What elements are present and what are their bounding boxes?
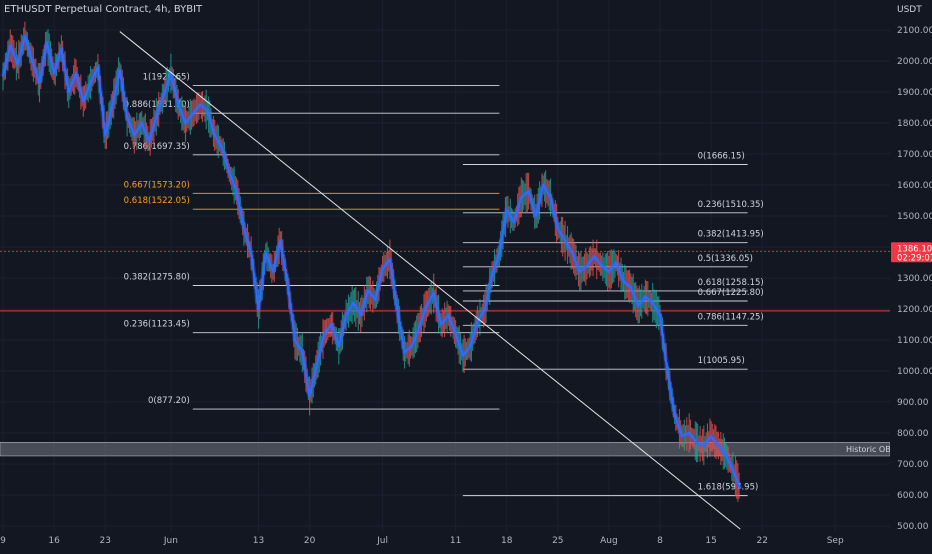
y-tick-label: 1100.00 [897, 336, 932, 346]
current-price-value: 1386.10 [897, 244, 932, 254]
fib1-level-label: 0.667(1573.20) [124, 180, 190, 190]
x-axis-background [0, 532, 932, 550]
fib-retracement-2: 0(1666.15) 0.236(1510.35) 0.382(1413.95) 0.… [462, 151, 764, 497]
currency-label: USDT [897, 5, 922, 15]
x-tick-label: 23 [99, 536, 110, 546]
x-tick-label: Jun [163, 536, 178, 546]
fib2-level-label: 0(1666.15) [698, 151, 745, 161]
historic-ob-label: Historic OB [846, 445, 891, 454]
y-tick-label: 1500.00 [897, 212, 932, 222]
x-tick-label: 13 [253, 536, 264, 546]
current-price-tag-box [891, 242, 932, 263]
fib2-level-label: 0.236(1510.35) [698, 200, 764, 210]
price-line [2, 35, 742, 490]
y-axis-background [890, 0, 932, 550]
y-tick-label: 1900.00 [897, 88, 932, 98]
trendline [119, 31, 741, 530]
fib2-level-label: 0.5(1336.05) [698, 254, 753, 264]
fib2-level-label: 0.667(1225.80) [698, 288, 764, 298]
fib1-level-label: 0.236(1123.45) [124, 320, 190, 330]
y-tick-label: 900.00 [897, 398, 929, 408]
x-axis: 9 16 23 Jun 13 20 Jul 11 18 25 Aug 8 15 22 Sep [0, 532, 932, 550]
downtrend-line [119, 31, 741, 530]
x-tick-label: 25 [552, 536, 563, 546]
historic-ob-zone: Historic OB [0, 441, 891, 457]
y-tick-label: 1200.00 [897, 305, 932, 315]
y-tick-label: 2000.00 [897, 57, 932, 67]
price-line-glow [0, 33, 743, 490]
price-series [0, 21, 743, 502]
x-tick-label: 9 [0, 536, 6, 546]
x-tick-label: Jul [376, 536, 388, 546]
y-tick-label: 700.00 [897, 460, 929, 470]
x-tick-label: 18 [501, 536, 513, 546]
fib1-level-label: 0(877.20) [148, 396, 190, 406]
y-tick-label: 800.00 [897, 429, 929, 439]
x-tick-label: 16 [48, 536, 60, 546]
fib2-level-label: 1.618(597.95) [698, 483, 759, 493]
fib1-level-label: 0.382(1275.80) [124, 273, 190, 283]
y-tick-label: 2100.00 [897, 26, 932, 36]
fib2-level-label: 0.618(1258.15) [698, 278, 764, 288]
y-tick-label: 600.00 [897, 491, 929, 501]
x-tick-label: 11 [450, 536, 461, 546]
grid [0, 0, 890, 532]
y-tick-label: 1000.00 [897, 367, 932, 377]
y-tick-label: 1600.00 [897, 181, 932, 191]
y-tick-label: 1800.00 [897, 119, 932, 129]
y-tick-label: 1300.00 [897, 274, 932, 284]
chart-title: ETHUSDT Perpetual Contract, 4h, BYBIT [4, 4, 203, 15]
fib2-level-label: 1(1005.95) [698, 356, 745, 366]
x-tick-label: 15 [705, 536, 716, 546]
x-tick-label: Aug [600, 536, 618, 546]
x-tick-label: 20 [304, 536, 316, 546]
fib2-level-label: 0.382(1413.95) [698, 230, 764, 240]
y-axis: 2100.00 2000.00 1900.00 1800.00 1700.00 1600.… [890, 0, 932, 550]
y-tick-label: 500.00 [897, 522, 929, 532]
fib1-level-label: 0.618(1522.05) [124, 196, 190, 206]
historic-ob-box [0, 441, 891, 457]
y-tick-label: 1700.00 [897, 150, 932, 160]
fib2-level-label: 0.786(1147.25) [698, 312, 764, 322]
fib1-level-label: 0.786(1697.35) [124, 142, 190, 152]
x-tick-label: 8 [657, 536, 663, 546]
current-price-countdown: 02:29:01 [897, 253, 932, 263]
x-tick-label: Sep [827, 536, 844, 546]
x-tick-label: 22 [756, 536, 767, 546]
